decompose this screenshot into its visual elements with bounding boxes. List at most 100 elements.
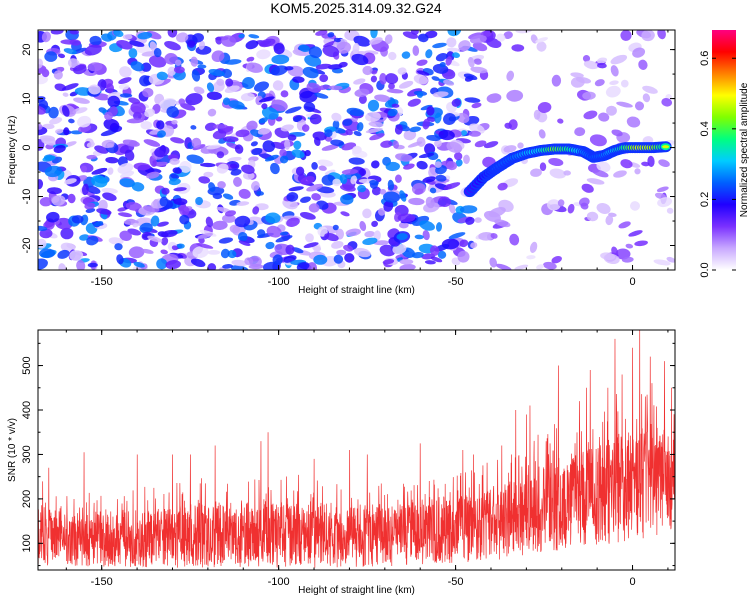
- noise-blob: [119, 178, 136, 188]
- noise-blob: [50, 30, 64, 35]
- noise-blob: [661, 98, 673, 107]
- noise-blob: [456, 112, 470, 124]
- noise-blob: [208, 182, 216, 192]
- noise-blob: [489, 257, 498, 268]
- noise-blob: [284, 139, 291, 150]
- noise-blob: [265, 241, 275, 250]
- noise-blob: [300, 196, 311, 203]
- noise-blob: [586, 211, 599, 222]
- noise-blob: [190, 56, 199, 67]
- noise-blob: [119, 93, 133, 98]
- noise-blob: [291, 247, 304, 254]
- noise-blob: [119, 230, 132, 241]
- noise-blob: [160, 249, 168, 255]
- noise-blob: [266, 225, 282, 238]
- noise-blob: [72, 107, 88, 114]
- noise-blob: [114, 243, 123, 251]
- noise-blob: [338, 61, 348, 68]
- noise-blob: [238, 188, 251, 199]
- noise-blob: [620, 79, 629, 88]
- noise-blob: [161, 187, 170, 195]
- noise-blob: [611, 246, 619, 257]
- noise-blob: [424, 260, 436, 265]
- noise-blob: [319, 74, 329, 83]
- noise-blob: [536, 41, 547, 52]
- noise-blob: [62, 92, 69, 97]
- noise-blob: [228, 100, 245, 110]
- noise-blob: [339, 173, 348, 185]
- noise-blob: [102, 192, 117, 201]
- noise-blob: [416, 59, 428, 66]
- noise-blob: [305, 233, 314, 243]
- noise-blob: [445, 56, 453, 66]
- noise-blob: [86, 141, 95, 148]
- noise-blob: [385, 161, 400, 172]
- noise-blob: [234, 215, 251, 228]
- noise-blob: [248, 34, 260, 39]
- noise-blob: [409, 126, 422, 133]
- noise-blob: [156, 120, 165, 130]
- noise-blob: [230, 163, 238, 169]
- noise-blob: [356, 122, 364, 132]
- noise-blob: [230, 265, 249, 270]
- noise-blob: [106, 83, 115, 94]
- noise-blob: [143, 139, 161, 147]
- noise-blob: [613, 170, 627, 178]
- noise-blob: [122, 139, 140, 147]
- noise-blob: [539, 162, 547, 171]
- noise-blob: [298, 44, 311, 53]
- noise-blob: [227, 156, 242, 162]
- noise-blob: [279, 149, 287, 157]
- noise-blob: [192, 246, 209, 259]
- noise-blob: [220, 35, 237, 47]
- noise-blob: [113, 30, 124, 38]
- noise-blob: [422, 118, 430, 130]
- colorbar-tick-label: 0.4: [699, 121, 711, 136]
- noise-blob: [388, 51, 397, 61]
- noise-blob: [621, 256, 634, 263]
- noise-blob: [605, 215, 614, 226]
- noise-blob: [306, 183, 323, 192]
- noise-blob: [610, 65, 619, 77]
- noise-blob: [458, 40, 471, 52]
- noise-blob: [259, 38, 276, 48]
- noise-blob: [399, 259, 414, 265]
- noise-blob: [96, 208, 112, 215]
- snr-x-label: Height of straight line (km): [298, 585, 415, 596]
- noise-blob: [237, 231, 248, 242]
- noise-blob: [248, 255, 262, 268]
- noise-blob: [262, 140, 276, 153]
- noise-blob: [126, 118, 145, 124]
- noise-blob: [331, 241, 344, 249]
- noise-blob: [635, 101, 644, 111]
- noise-blob: [340, 211, 350, 217]
- noise-blob: [191, 70, 201, 82]
- noise-blob: [170, 173, 180, 179]
- noise-blob: [412, 45, 420, 56]
- noise-blob: [313, 254, 328, 265]
- noise-blob: [506, 89, 524, 102]
- noise-blob: [258, 117, 268, 124]
- noise-blob: [434, 139, 442, 148]
- noise-blob: [38, 258, 48, 270]
- noise-blob: [216, 151, 225, 159]
- noise-blob: [261, 103, 268, 110]
- noise-blob: [279, 155, 289, 164]
- noise-blob: [344, 253, 355, 263]
- noise-blob: [246, 120, 258, 131]
- noise-blob: [594, 79, 605, 87]
- noise-blob: [231, 259, 248, 267]
- noise-blob: [597, 62, 607, 69]
- noise-blob: [179, 214, 190, 225]
- noise-blob: [446, 141, 463, 153]
- noise-blob: [133, 162, 151, 171]
- noise-blob: [373, 240, 390, 246]
- noise-blob: [139, 75, 151, 87]
- noise-blob: [225, 78, 234, 87]
- noise-blob: [345, 228, 361, 237]
- noise-blob: [626, 116, 641, 128]
- noise-blob: [418, 152, 435, 159]
- noise-blob: [68, 118, 75, 124]
- noise-blob: [264, 154, 279, 162]
- noise-blob: [497, 182, 508, 191]
